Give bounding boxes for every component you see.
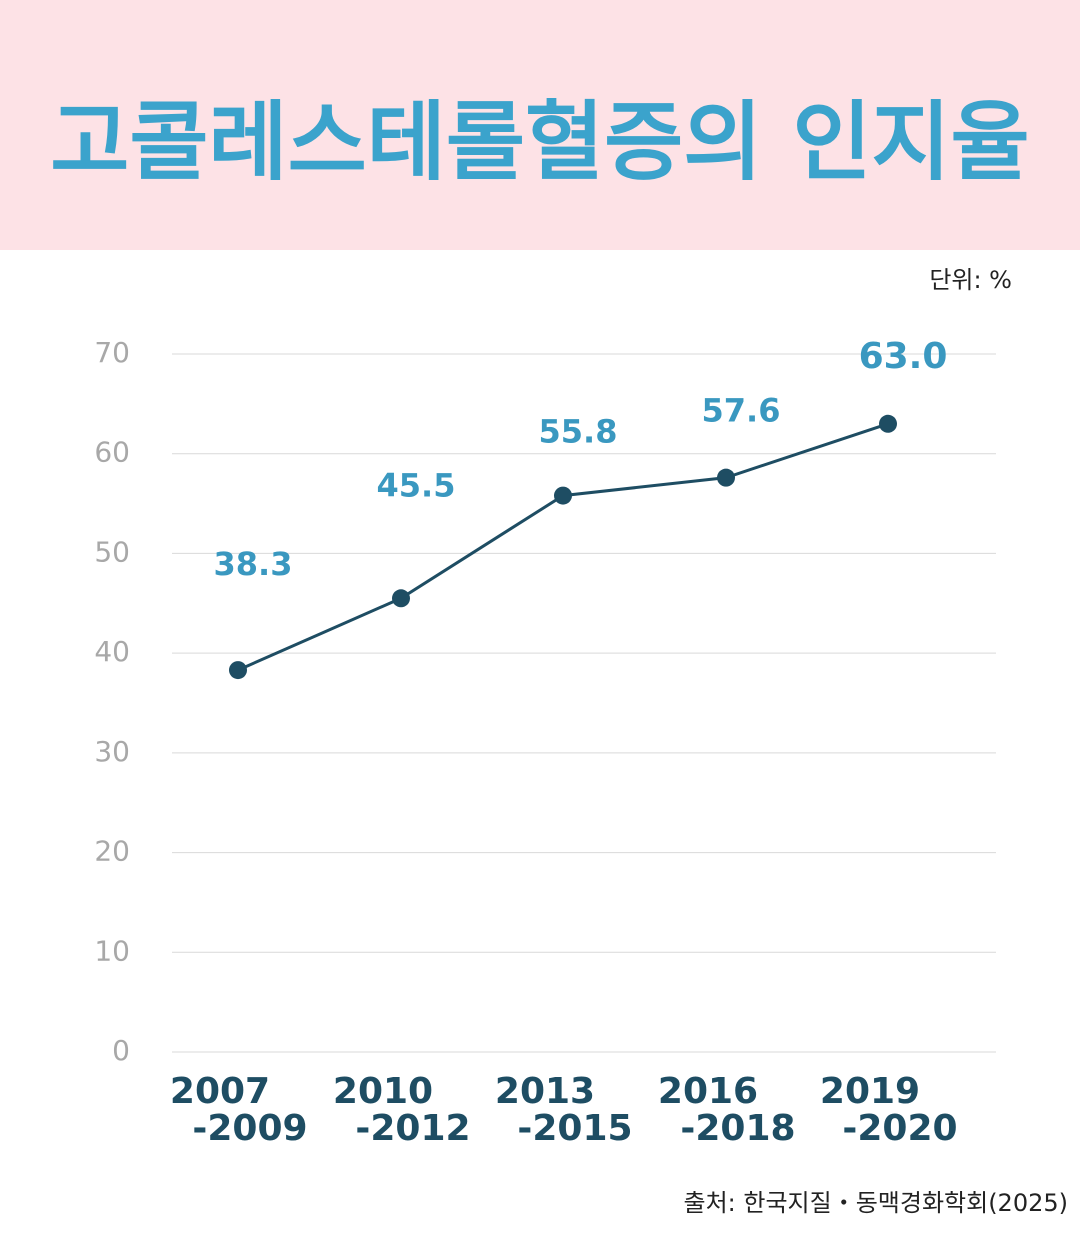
- value-label: 45.5: [377, 466, 456, 504]
- x-tick-label: -2018: [680, 1108, 795, 1149]
- data-point: [554, 486, 572, 505]
- data-line: [237, 422, 889, 672]
- x-tick-label: 2019: [820, 1071, 920, 1112]
- y-tick-label: 60: [94, 436, 130, 469]
- data-point: [229, 661, 247, 680]
- y-tick-label: 40: [94, 635, 130, 668]
- x-tick-label: -2020: [842, 1108, 957, 1149]
- y-tick-label: 10: [94, 934, 130, 967]
- x-tick-label: -2009: [192, 1108, 307, 1149]
- value-label: 63.0: [859, 336, 948, 377]
- value-label: 55.8: [539, 413, 618, 451]
- data-point: [717, 468, 735, 487]
- chart-title: 고콜레스테롤혈증의 인지율: [50, 92, 1029, 192]
- y-tick-label: 0: [112, 1034, 130, 1067]
- x-tick-label: 2007: [170, 1071, 270, 1112]
- x-tick-label: 2013: [495, 1071, 595, 1112]
- value-label: 57.6: [702, 392, 781, 430]
- x-tick-label: 2016: [658, 1071, 758, 1112]
- x-tick-label: -2015: [517, 1108, 632, 1149]
- source: 출처: 한국지질・동맥경화학회(2025): [684, 1189, 1068, 1217]
- value-label: 38.3: [214, 545, 293, 583]
- x-tick-label: -2012: [355, 1108, 470, 1149]
- unit-note: 단위: %: [929, 266, 1012, 294]
- y-tick-label: 30: [94, 735, 130, 768]
- title-band: [0, 0, 1080, 250]
- y-tick-label: 50: [94, 535, 130, 568]
- data-point: [879, 414, 897, 433]
- y-tick-label: 70: [94, 336, 130, 369]
- x-tick-label: 2010: [333, 1071, 433, 1112]
- y-tick-label: 20: [94, 835, 130, 868]
- data-point: [392, 589, 410, 608]
